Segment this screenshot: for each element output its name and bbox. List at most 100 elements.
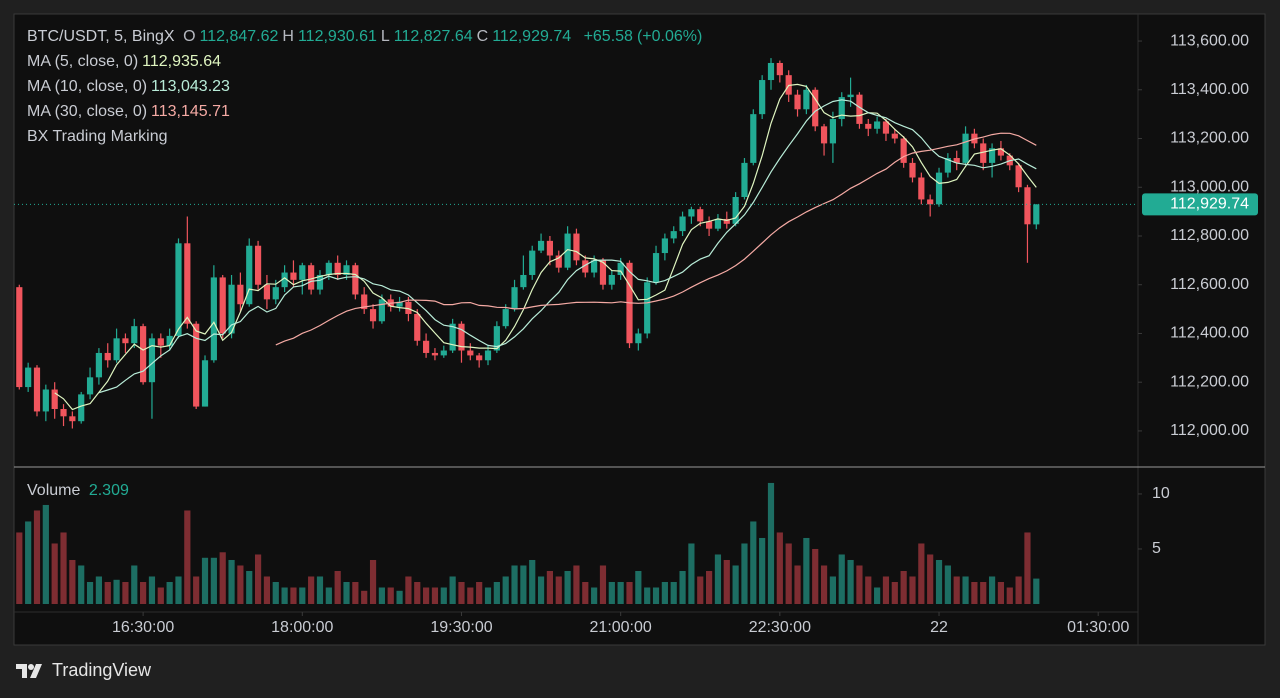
candle-body <box>122 338 129 344</box>
indicator: BX Trading Marking <box>27 128 168 145</box>
volume-bar <box>476 581 483 604</box>
candle-body <box>661 238 668 254</box>
volume-bar <box>281 587 288 604</box>
volume-bar <box>820 565 828 604</box>
candle-body <box>281 272 288 288</box>
volume-bar <box>882 576 890 604</box>
y-tick-label: 112,000.00 <box>1170 422 1249 439</box>
volume-value: 2.309 <box>88 482 129 499</box>
ma-name: MA (5, close, 0) <box>27 53 139 70</box>
volume-bar <box>60 532 67 604</box>
candle-body <box>582 260 589 273</box>
candle-body <box>670 231 677 239</box>
volume-bar <box>237 565 244 604</box>
volume-bar <box>316 576 324 604</box>
volume-bar <box>334 570 341 604</box>
candle-body <box>997 148 1005 156</box>
volume-bar <box>1015 576 1022 604</box>
volume-bar <box>865 576 872 604</box>
volume-bar <box>263 576 271 604</box>
candle-body <box>414 313 421 341</box>
volume-bar <box>1006 587 1013 604</box>
volume-bar <box>582 581 589 604</box>
volume-bar <box>484 587 492 604</box>
candle-body <box>900 138 907 163</box>
candle-body <box>423 340 430 353</box>
ohlc-label: C <box>476 28 489 45</box>
volume-bar <box>405 576 412 604</box>
candle-body <box>838 97 845 120</box>
candle-body <box>51 389 58 410</box>
candle-body <box>299 265 306 280</box>
symbol: BTC/USDT, 5, BingX <box>27 28 175 45</box>
volume-bar <box>741 543 748 604</box>
y-tick-label: 112,200.00 <box>1170 373 1249 390</box>
y-tick-label: 112,600.00 <box>1170 276 1249 293</box>
candle-body <box>732 197 739 224</box>
candle-body <box>86 377 94 395</box>
candle-body <box>935 172 943 205</box>
volume-bar <box>644 587 651 604</box>
ma-legend-row: MA (10, close, 0) 113,043.23 <box>27 78 234 96</box>
volume-bar <box>325 587 332 604</box>
x-tick-label: 22 <box>930 619 948 636</box>
candle-body <box>396 301 403 307</box>
volume-bar <box>343 581 350 604</box>
volume-bar <box>962 576 969 604</box>
volume-bar <box>122 581 129 604</box>
ma-legend-row: MA (30, close, 0) 113,145.71 <box>27 103 234 121</box>
volume-bar <box>564 570 571 604</box>
volume-bar <box>69 559 76 604</box>
y-tick-label: 113,200.00 <box>1170 130 1249 147</box>
volume-bar <box>502 576 509 604</box>
candle-body <box>546 240 554 256</box>
volume-bar <box>290 587 297 604</box>
ma-name: MA (30, close, 0) <box>27 103 148 120</box>
x-tick-label: 19:30:00 <box>430 619 492 636</box>
moving-average <box>98 99 1037 394</box>
change-pct: (+0.06%) <box>636 28 703 45</box>
candle-body <box>679 216 686 232</box>
candle-body <box>210 277 217 361</box>
candle-body <box>644 282 651 334</box>
candle-body <box>520 274 527 288</box>
x-tick-label: 18:00:00 <box>271 619 333 636</box>
volume-bar <box>891 581 898 604</box>
candle-body <box>502 309 509 327</box>
candle-body <box>308 265 315 290</box>
candle-body <box>246 245 253 305</box>
candle-body <box>723 218 730 224</box>
ohlc: O 112,847.62 H 112,930.61 L 112,827.64 C 112,92… <box>183 28 575 45</box>
volume-bar <box>210 557 217 604</box>
volume-bar <box>723 559 730 604</box>
volume-bar <box>423 587 430 604</box>
volume-bar <box>246 570 253 604</box>
candle-body <box>829 119 836 144</box>
volume-bar <box>635 570 642 604</box>
volume-bar <box>113 579 120 604</box>
candle-body <box>705 221 713 229</box>
candle-body <box>361 294 368 310</box>
last-price-label: 112,929.74 <box>1170 196 1249 213</box>
volume-bar <box>546 570 554 604</box>
candle-body <box>60 409 67 417</box>
volume-bar <box>414 581 421 604</box>
y-tick-label: 113,400.00 <box>1170 81 1249 98</box>
volume-bar <box>900 570 907 604</box>
candle-body <box>962 133 969 163</box>
candle-body <box>325 262 332 275</box>
volume-bar <box>856 565 863 604</box>
candle-body <box>529 250 536 275</box>
candle-body <box>458 323 465 351</box>
candle-body <box>750 114 757 163</box>
candle-body <box>1033 204 1040 225</box>
candle-body <box>316 274 324 290</box>
candle-body <box>882 121 890 134</box>
candle-body <box>1024 187 1031 225</box>
ohlc-value: 112,930.61 <box>297 28 377 45</box>
candle-body <box>16 287 23 388</box>
x-tick-label: 22:30:00 <box>749 619 811 636</box>
volume-bar <box>874 587 881 604</box>
candle-body <box>741 162 748 198</box>
